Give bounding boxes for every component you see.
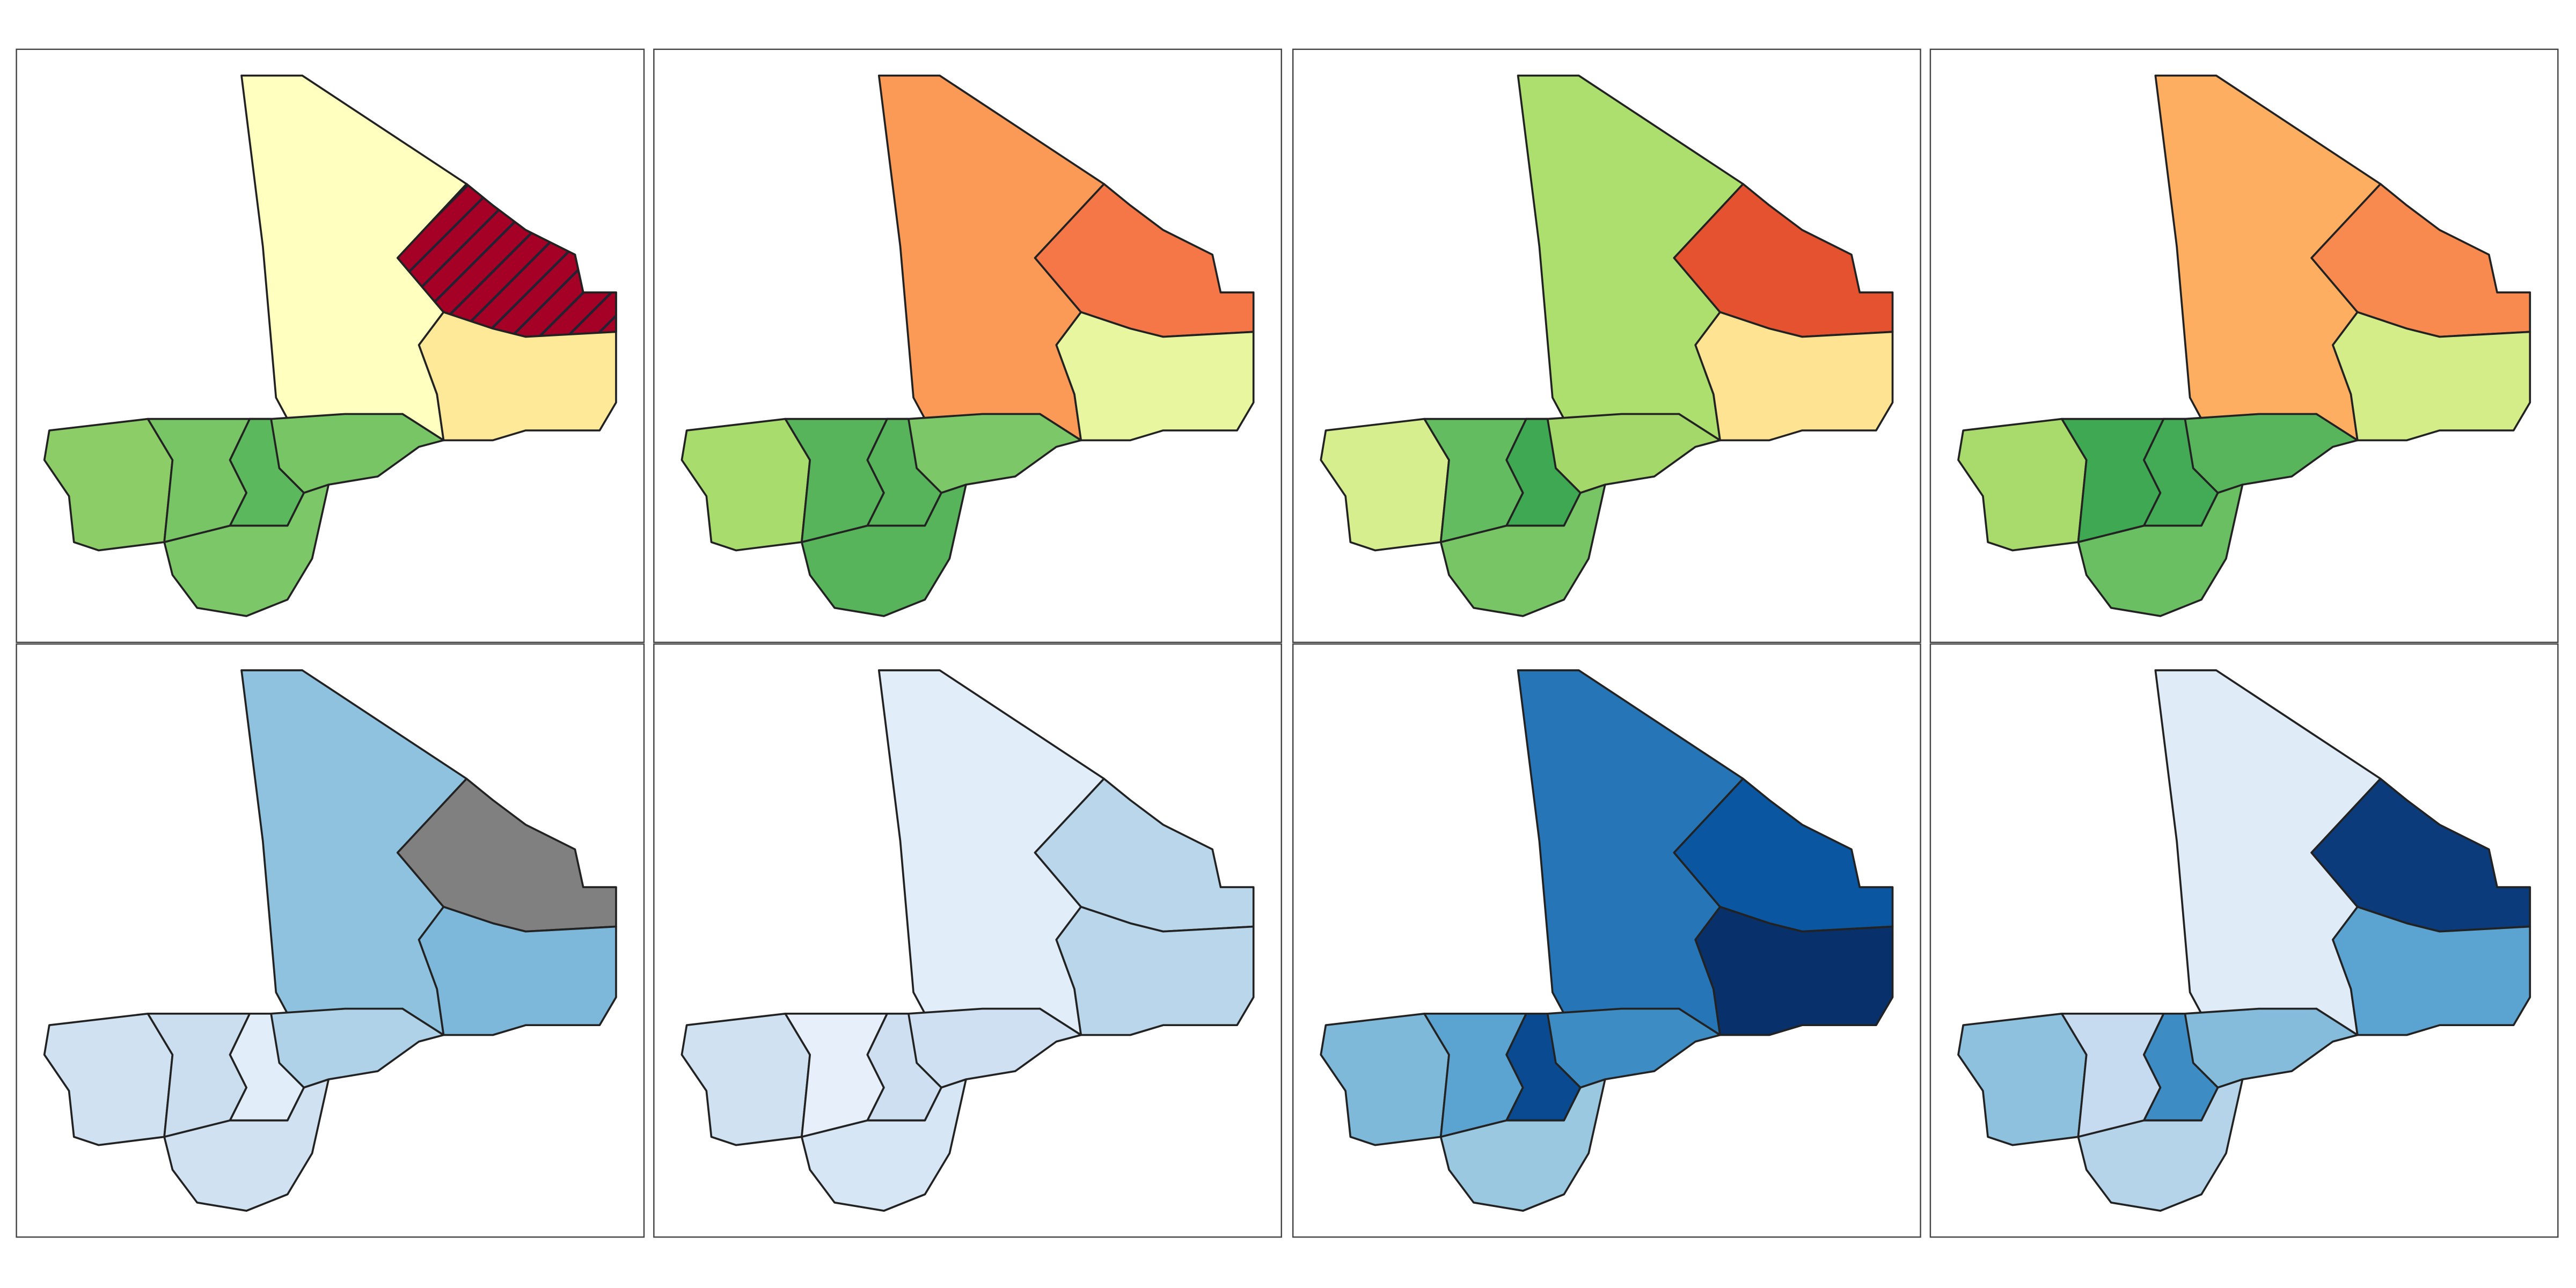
region <box>418 905 617 1036</box>
map-panel <box>16 48 645 643</box>
panel-frame <box>653 643 1282 1238</box>
region <box>1034 778 1255 933</box>
region <box>1439 1078 1606 1212</box>
map-panel <box>1929 48 2559 643</box>
region <box>1694 905 1894 1036</box>
region <box>1957 418 2088 552</box>
region <box>43 1012 174 1146</box>
region <box>801 484 967 617</box>
map-panel <box>653 48 1282 643</box>
region <box>2077 1078 2244 1212</box>
region <box>2310 183 2531 338</box>
region <box>1034 183 1255 338</box>
map-panel <box>16 643 645 1238</box>
panel-frame <box>1292 643 1921 1238</box>
region <box>2077 484 2244 617</box>
region <box>2332 905 2531 1036</box>
region <box>1957 1012 2088 1146</box>
region <box>1320 418 1450 552</box>
region <box>1055 311 1255 442</box>
region <box>680 418 811 552</box>
region <box>801 1078 967 1212</box>
region <box>1439 484 1606 617</box>
region <box>2310 778 2531 933</box>
region <box>43 418 174 552</box>
region <box>163 484 330 617</box>
panel-frame <box>16 48 645 643</box>
region <box>2332 311 2531 442</box>
region-hatch <box>396 183 617 338</box>
map-panel <box>1292 48 1921 643</box>
region <box>418 311 617 442</box>
panel-frame <box>1929 48 2559 643</box>
panel-frame <box>1929 643 2559 1238</box>
region <box>1694 311 1894 442</box>
map-panel <box>653 643 1282 1238</box>
map-panel <box>1292 643 1921 1238</box>
region <box>396 778 617 933</box>
region <box>680 1012 811 1146</box>
region <box>163 1078 330 1212</box>
map-panel <box>1929 643 2559 1238</box>
region <box>1055 905 1255 1036</box>
region <box>1673 183 1894 338</box>
panel-frame <box>653 48 1282 643</box>
region <box>1320 1012 1450 1146</box>
region <box>1673 778 1894 933</box>
panel-frame <box>1292 48 1921 643</box>
panel-frame <box>16 643 645 1238</box>
